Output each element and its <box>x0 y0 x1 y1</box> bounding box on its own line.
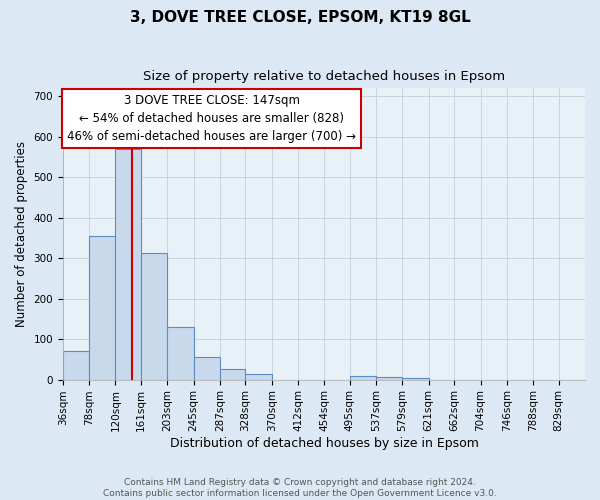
Bar <box>89 236 115 380</box>
Bar <box>350 376 376 380</box>
Bar <box>376 377 403 380</box>
Title: Size of property relative to detached houses in Epsom: Size of property relative to detached ho… <box>143 70 505 83</box>
Bar <box>167 327 194 380</box>
Bar <box>194 356 220 380</box>
Text: 3 DOVE TREE CLOSE: 147sqm
← 54% of detached houses are smaller (828)
46% of semi: 3 DOVE TREE CLOSE: 147sqm ← 54% of detac… <box>67 94 356 143</box>
Bar <box>220 368 245 380</box>
Text: Contains HM Land Registry data © Crown copyright and database right 2024.
Contai: Contains HM Land Registry data © Crown c… <box>103 478 497 498</box>
Y-axis label: Number of detached properties: Number of detached properties <box>15 141 28 327</box>
Bar <box>245 374 272 380</box>
Bar <box>63 352 89 380</box>
Bar <box>141 253 167 380</box>
X-axis label: Distribution of detached houses by size in Epsom: Distribution of detached houses by size … <box>170 437 478 450</box>
Bar <box>115 149 141 380</box>
Text: 3, DOVE TREE CLOSE, EPSOM, KT19 8GL: 3, DOVE TREE CLOSE, EPSOM, KT19 8GL <box>130 10 470 25</box>
Bar <box>403 378 428 380</box>
